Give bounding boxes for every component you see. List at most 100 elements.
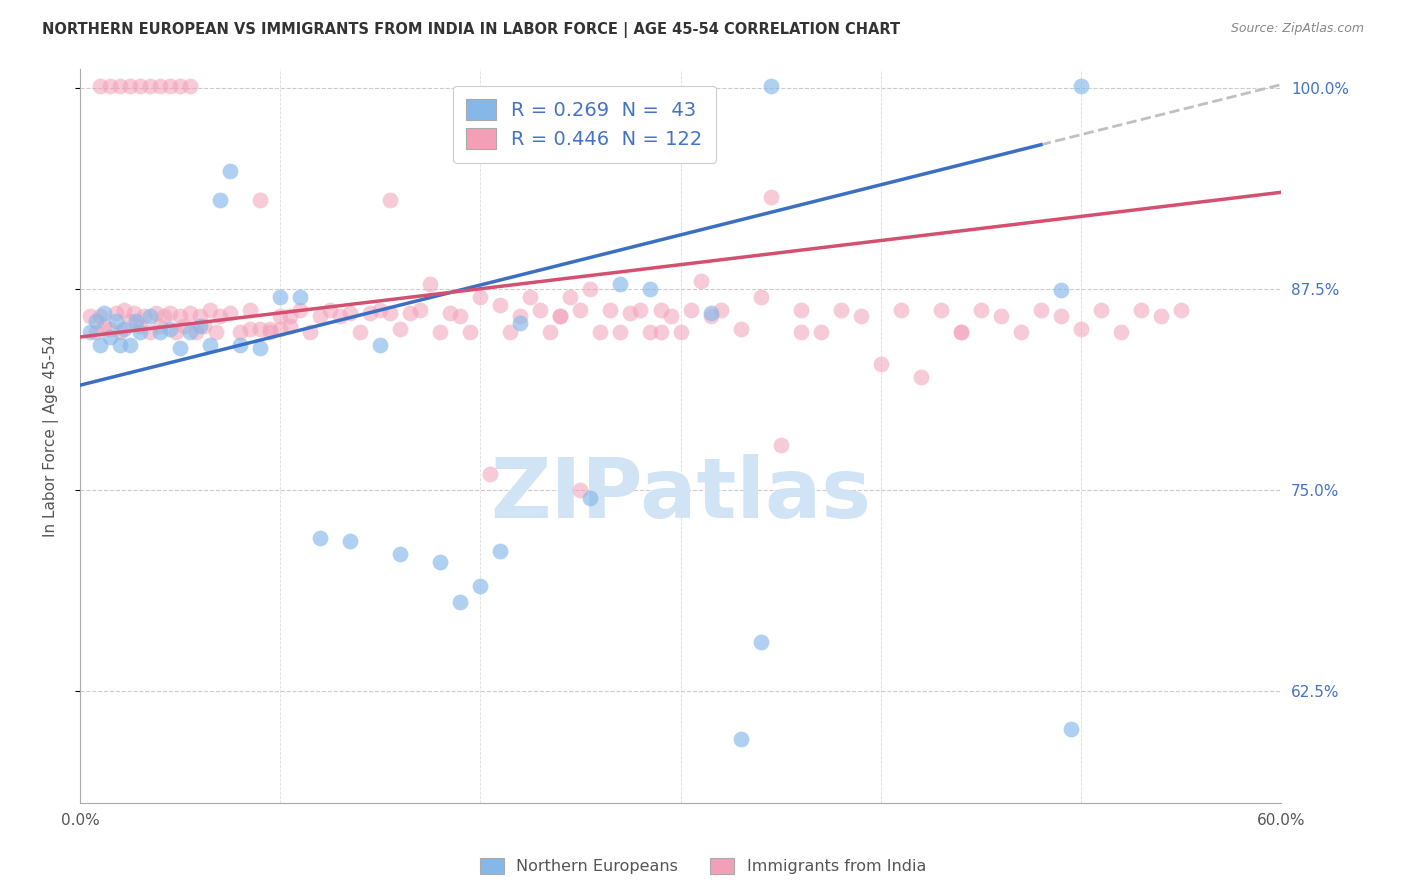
Point xyxy=(139,309,162,323)
Point xyxy=(209,309,232,323)
Point xyxy=(830,302,852,317)
Text: NORTHERN EUROPEAN VS IMMIGRANTS FROM INDIA IN LABOR FORCE | AGE 45-54 CORRELATIO: NORTHERN EUROPEAN VS IMMIGRANTS FROM IND… xyxy=(42,22,900,38)
Point xyxy=(569,302,592,317)
Point xyxy=(380,306,402,320)
Point xyxy=(84,314,107,328)
Point xyxy=(389,547,412,561)
Point xyxy=(159,306,181,320)
Point xyxy=(650,302,672,317)
Point xyxy=(93,318,115,333)
Point xyxy=(129,318,152,333)
Point xyxy=(519,290,541,304)
Point xyxy=(699,306,721,320)
Point xyxy=(125,314,148,328)
Point xyxy=(339,306,361,320)
Point xyxy=(145,306,167,320)
Point xyxy=(699,309,721,323)
Point xyxy=(149,79,172,94)
Point xyxy=(98,330,121,344)
Legend: R = 0.269  N =  43, R = 0.446  N = 122: R = 0.269 N = 43, R = 0.446 N = 122 xyxy=(453,86,716,163)
Point xyxy=(98,322,121,336)
Point xyxy=(789,325,811,339)
Point xyxy=(205,325,228,339)
Point xyxy=(479,467,502,481)
Point xyxy=(929,302,952,317)
Point xyxy=(169,341,191,355)
Point xyxy=(529,302,551,317)
Point xyxy=(910,370,932,384)
Point xyxy=(419,277,441,291)
Text: ZIPatlas: ZIPatlas xyxy=(491,454,872,535)
Point xyxy=(98,79,121,94)
Point xyxy=(810,325,832,339)
Point xyxy=(79,325,101,339)
Point xyxy=(118,338,141,352)
Point xyxy=(470,290,492,304)
Point xyxy=(269,322,291,336)
Point xyxy=(709,302,731,317)
Point xyxy=(169,79,191,94)
Point xyxy=(359,306,381,320)
Point xyxy=(659,309,682,323)
Point xyxy=(269,309,291,323)
Point xyxy=(219,306,242,320)
Point xyxy=(129,325,152,339)
Point xyxy=(609,277,631,291)
Point xyxy=(449,595,471,609)
Point xyxy=(209,194,232,208)
Point xyxy=(339,534,361,549)
Point xyxy=(1090,302,1112,317)
Point xyxy=(79,309,101,323)
Point xyxy=(139,79,162,94)
Point xyxy=(689,274,711,288)
Point xyxy=(579,491,602,505)
Point xyxy=(229,338,252,352)
Point xyxy=(299,325,322,339)
Point xyxy=(1029,302,1052,317)
Point xyxy=(173,318,195,333)
Point xyxy=(1010,325,1032,339)
Point xyxy=(319,302,342,317)
Point xyxy=(112,302,135,317)
Point xyxy=(1070,79,1092,94)
Point xyxy=(179,306,201,320)
Point xyxy=(509,316,531,330)
Point xyxy=(990,309,1012,323)
Point xyxy=(122,306,145,320)
Point xyxy=(789,302,811,317)
Point xyxy=(1109,325,1132,339)
Point xyxy=(869,357,891,371)
Point xyxy=(730,322,752,336)
Point xyxy=(179,325,201,339)
Point xyxy=(278,318,301,333)
Point xyxy=(429,555,451,569)
Point xyxy=(159,79,181,94)
Point xyxy=(149,318,172,333)
Point xyxy=(129,79,152,94)
Point xyxy=(132,309,155,323)
Point xyxy=(259,322,281,336)
Point xyxy=(153,309,176,323)
Point xyxy=(579,282,602,296)
Point xyxy=(759,190,782,204)
Point xyxy=(84,325,107,339)
Point xyxy=(429,325,451,339)
Point xyxy=(1150,309,1173,323)
Point xyxy=(89,309,111,323)
Y-axis label: In Labor Force | Age 45-54: In Labor Force | Age 45-54 xyxy=(44,334,59,537)
Point xyxy=(112,322,135,336)
Point xyxy=(89,79,111,94)
Point xyxy=(949,325,972,339)
Point xyxy=(229,325,252,339)
Point xyxy=(249,194,271,208)
Point xyxy=(1070,322,1092,336)
Point xyxy=(198,338,221,352)
Point xyxy=(1050,284,1073,298)
Point xyxy=(108,79,131,94)
Point xyxy=(288,290,311,304)
Point xyxy=(118,314,141,328)
Point xyxy=(269,290,291,304)
Point xyxy=(679,302,702,317)
Point xyxy=(460,325,482,339)
Point xyxy=(769,438,792,452)
